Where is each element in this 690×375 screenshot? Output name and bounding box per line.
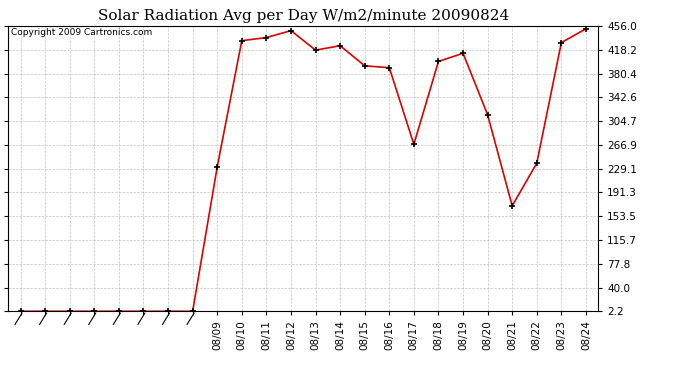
Text: Copyright 2009 Cartronics.com: Copyright 2009 Cartronics.com: [11, 28, 152, 37]
Text: Solar Radiation Avg per Day W/m2/minute 20090824: Solar Radiation Avg per Day W/m2/minute …: [98, 9, 509, 23]
